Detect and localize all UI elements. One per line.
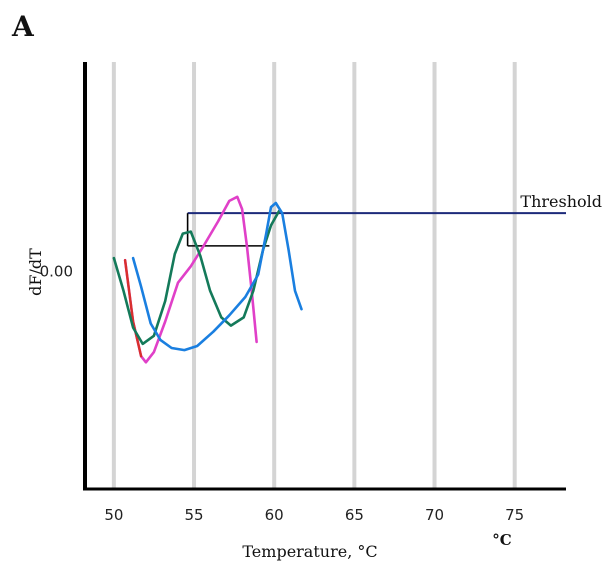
y-axis-title: dF/dT	[26, 248, 45, 296]
x-tick-label: 70	[425, 506, 444, 524]
x-tick-label: 65	[345, 506, 364, 524]
x-unit-label: °C	[492, 531, 512, 549]
panel-label: A	[11, 10, 35, 43]
x-tick-label: 60	[265, 506, 284, 524]
y-tick-label: 0.00	[40, 262, 73, 280]
vertical-grid-lines	[111, 62, 517, 489]
threshold-label: Threshold	[520, 192, 602, 211]
series-line-3	[131, 201, 303, 352]
x-tick-label: 75	[505, 506, 524, 524]
series-highlight-1	[123, 259, 143, 358]
x-axis-title: Temperature, °C	[242, 542, 377, 561]
series-group	[112, 195, 303, 364]
x-tick-label: 55	[184, 506, 203, 524]
series-line-2	[112, 209, 281, 346]
series-line-1	[123, 195, 258, 364]
x-tick-labels: 50 55 60 65 70 75	[104, 506, 524, 524]
x-tick-label: 50	[104, 506, 123, 524]
threshold-group	[186, 212, 566, 247]
